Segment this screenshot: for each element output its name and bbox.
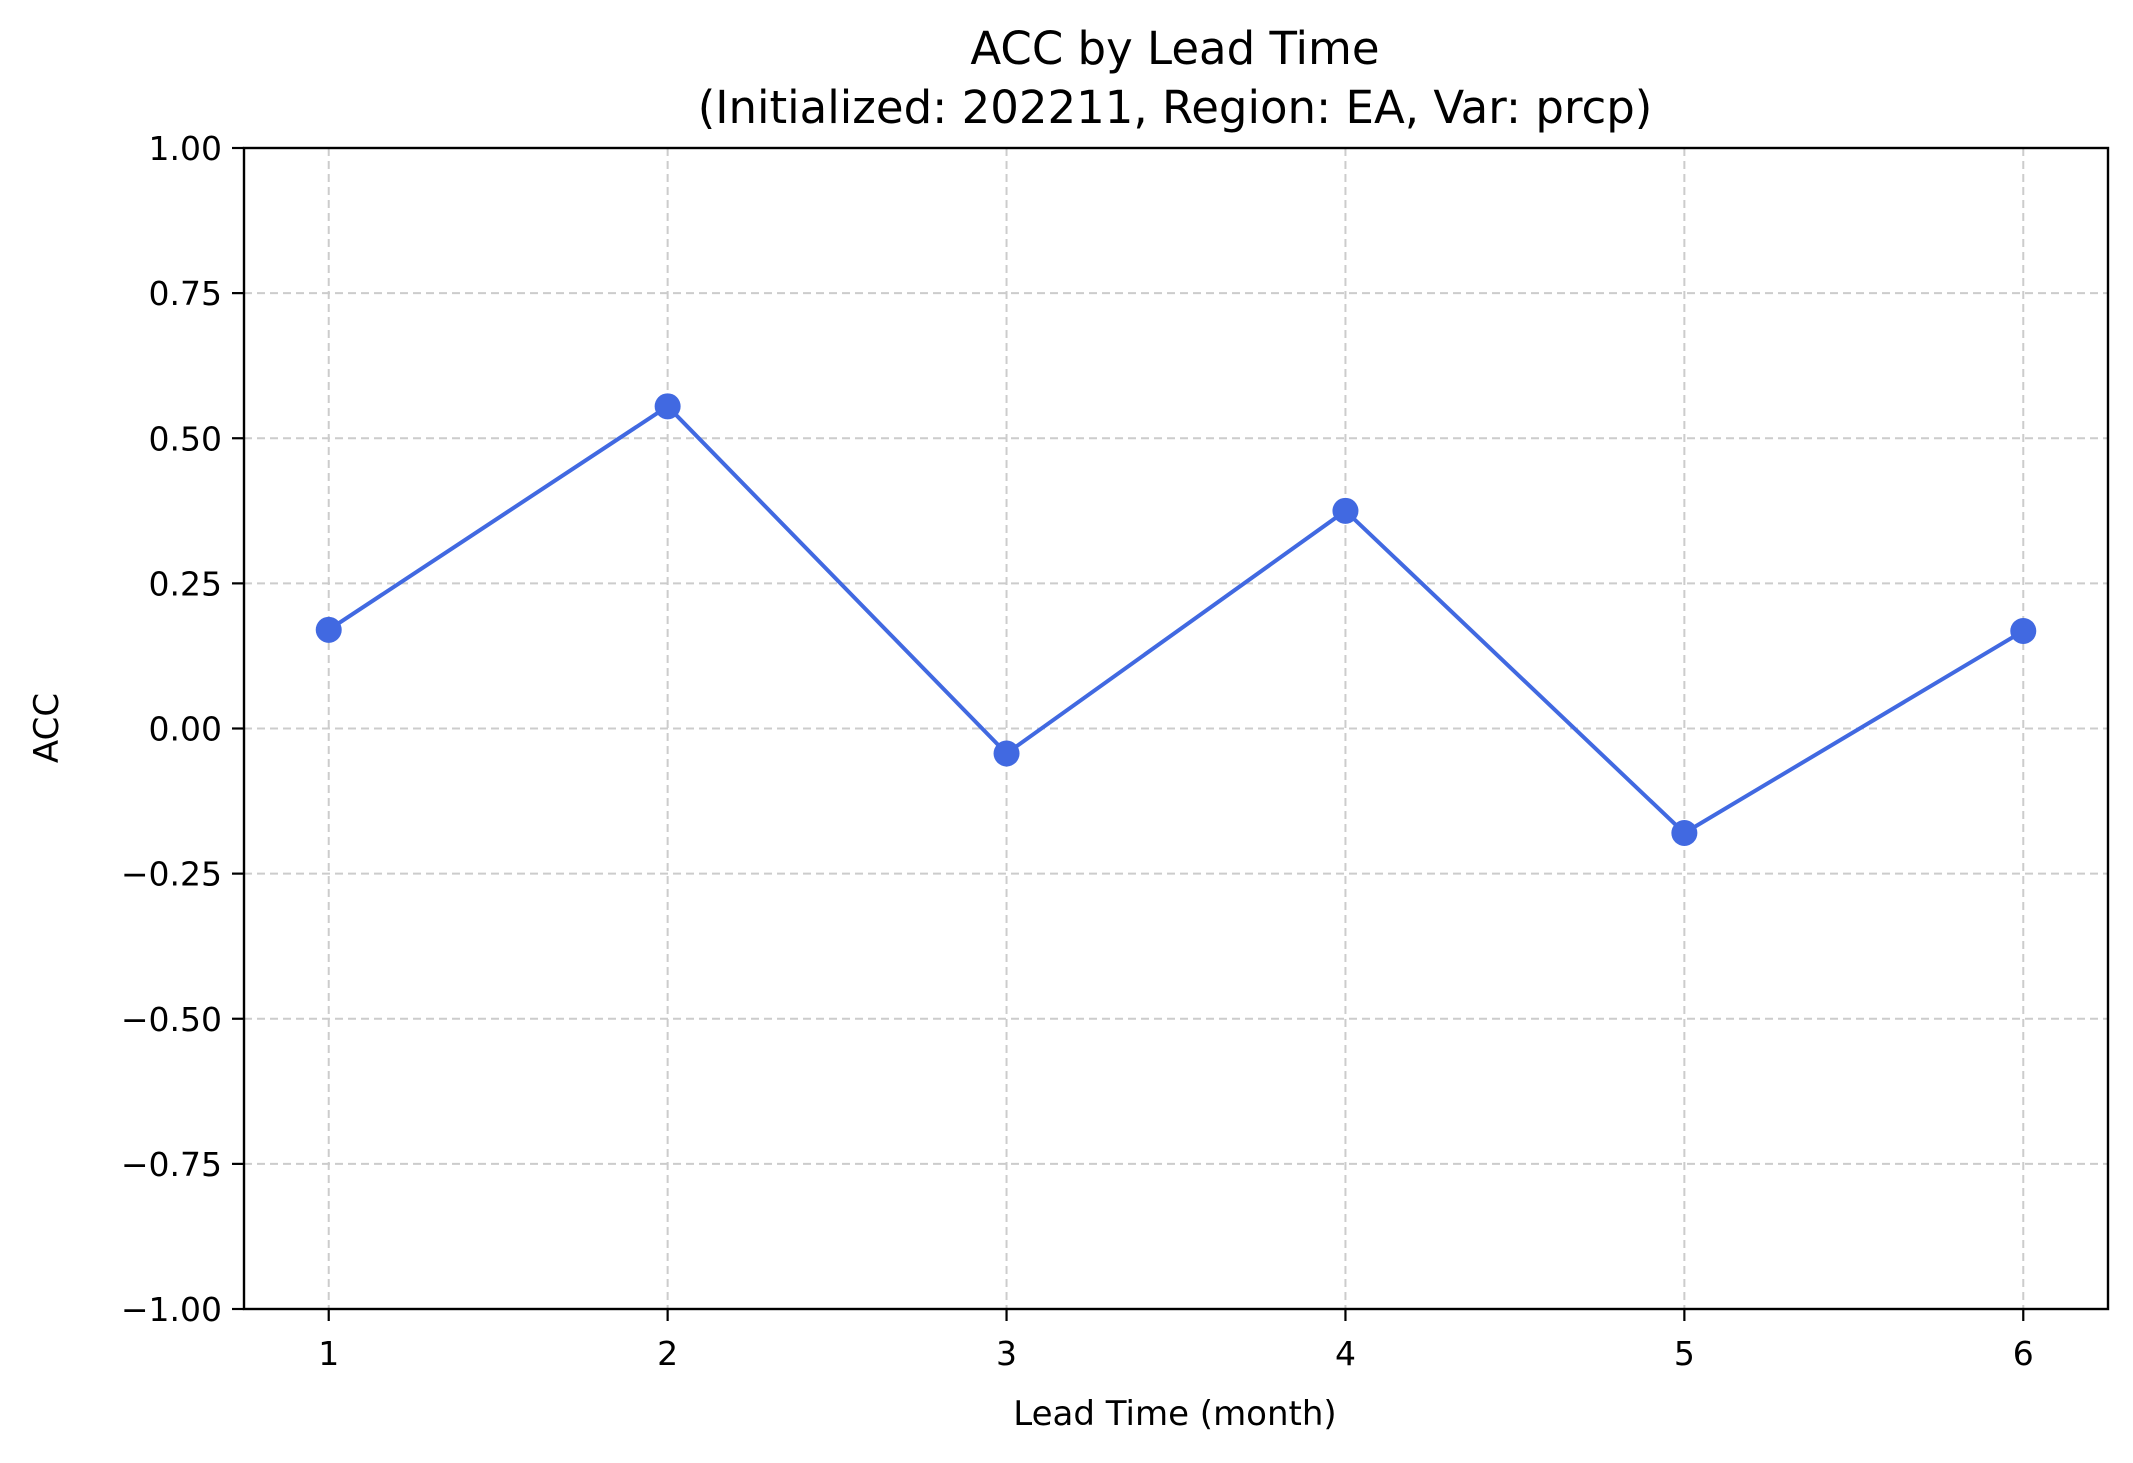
series-line	[327, 404, 2025, 835]
grid-lines	[244, 148, 2108, 1309]
x-tick-label: 2	[657, 1334, 678, 1373]
chart-subtitle: (Initialized: 202211, Region: EA, Var: p…	[698, 81, 1653, 134]
y-tick-label: 0.25	[149, 564, 222, 603]
y-tick-label: −1.00	[121, 1290, 222, 1329]
chart-title: ACC by Lead Time	[970, 22, 1379, 75]
y-tick-label: 1.00	[149, 129, 222, 168]
y-tick-label: 0.75	[149, 274, 222, 313]
y-tick-label: −0.25	[121, 855, 222, 894]
x-tick-label: 5	[1674, 1334, 1695, 1373]
y-tick-label: −0.75	[121, 1145, 222, 1184]
x-axis-label: Lead Time (month)	[1013, 1394, 1336, 1434]
y-tick-label: 0.50	[149, 419, 222, 458]
data-point	[2010, 617, 2037, 644]
y-tick-label: −0.50	[121, 1000, 222, 1039]
series-layer	[315, 393, 2037, 846]
y-axis-ticks: −1.00 −0.75 −0.50 −0.25 0.00 0.25 0.50 0.75 1.00	[121, 129, 244, 1329]
x-axis-ticks: 1 2 3 4 5 6	[318, 1309, 2034, 1373]
x-tick-label: 1	[318, 1334, 339, 1373]
x-tick-label: 4	[1335, 1334, 1356, 1373]
data-point	[993, 740, 1020, 767]
x-tick-label: 3	[996, 1334, 1017, 1373]
y-tick-label: 0.00	[149, 710, 222, 749]
data-point	[654, 393, 681, 420]
data-point	[1332, 497, 1359, 524]
data-point	[1671, 819, 1698, 846]
data-point	[315, 616, 342, 643]
x-tick-label: 6	[2013, 1334, 2034, 1373]
y-axis-label: ACC	[27, 693, 67, 763]
